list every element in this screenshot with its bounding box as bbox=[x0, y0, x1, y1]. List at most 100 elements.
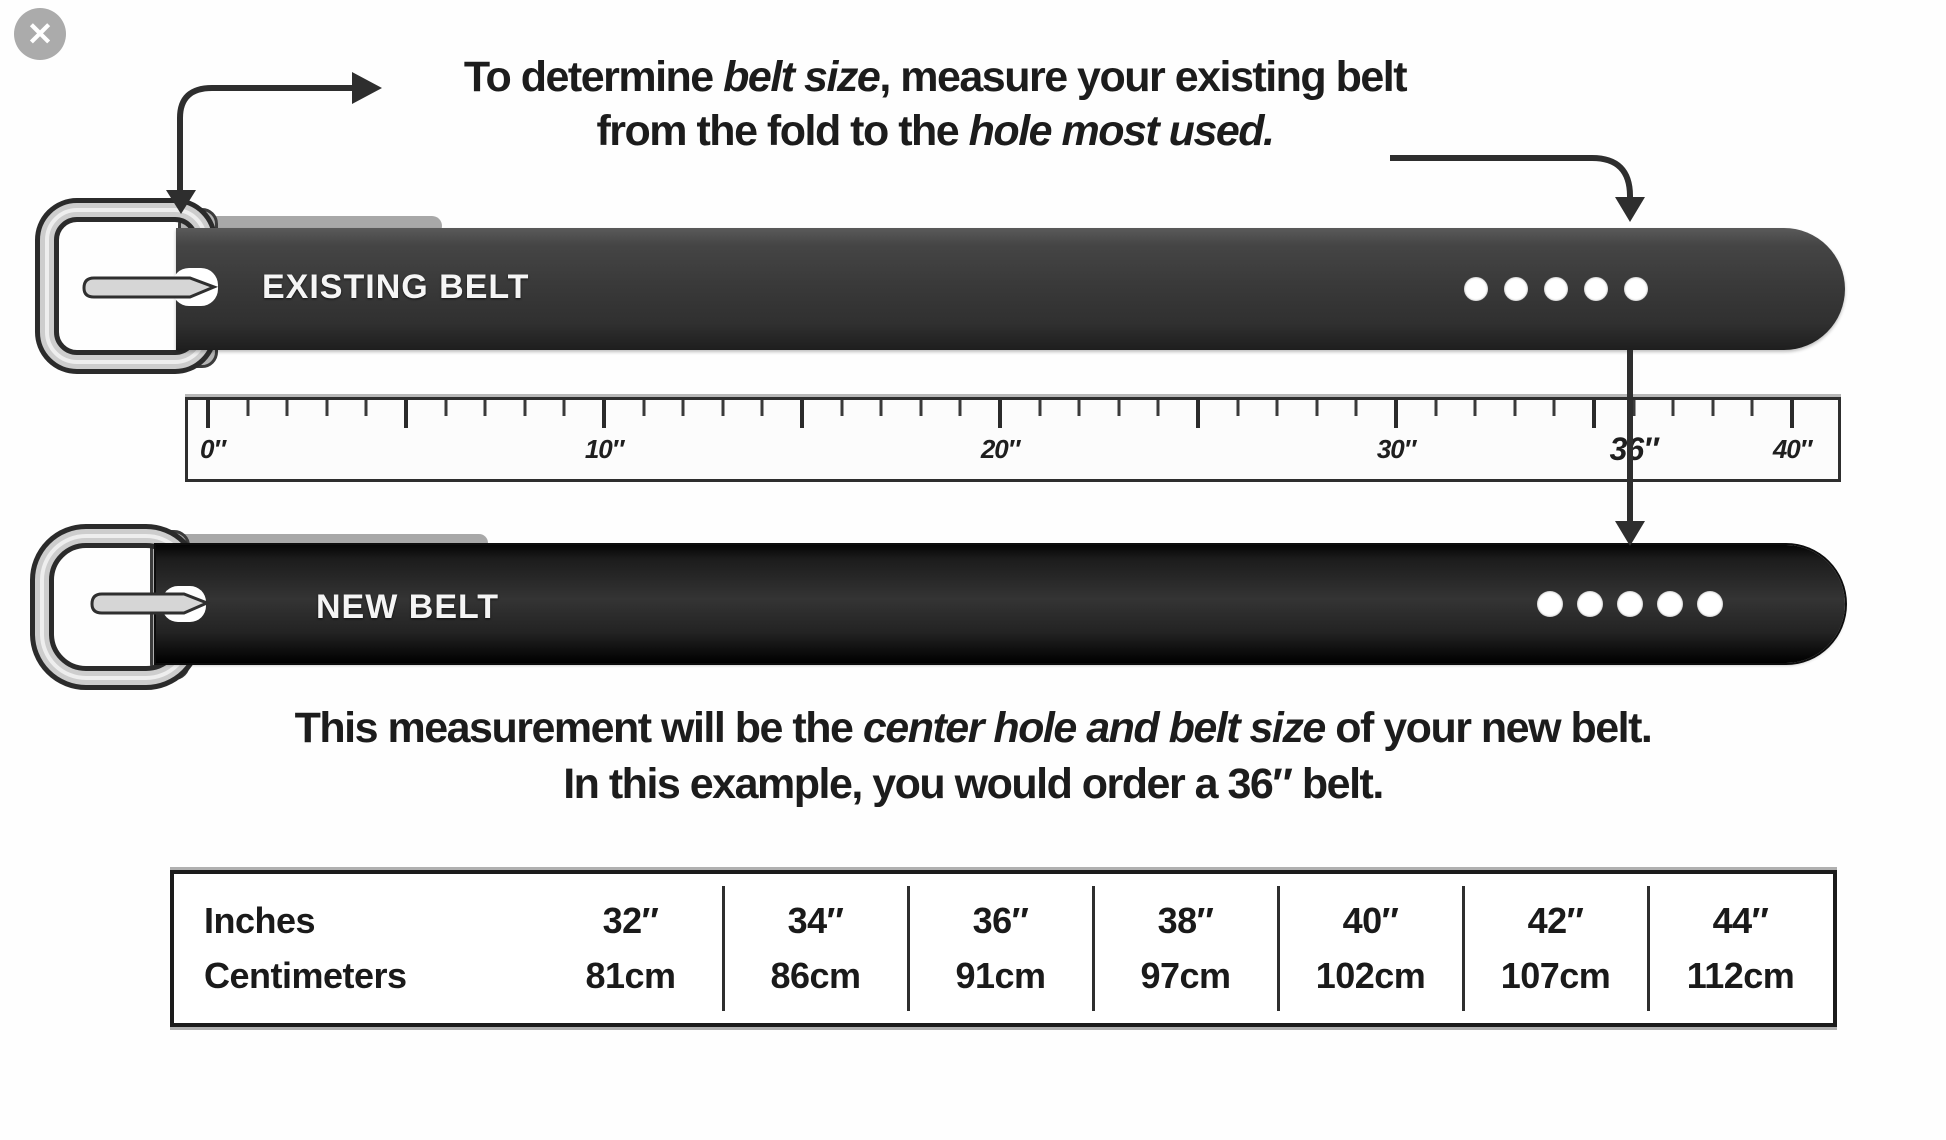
arrowhead-down-hole bbox=[1615, 197, 1645, 222]
ruler-tick bbox=[642, 400, 646, 416]
ruler-tick bbox=[404, 400, 408, 428]
ruler-tick bbox=[1632, 400, 1636, 416]
text-to-hole-arrow bbox=[1390, 155, 1633, 198]
bline1-pre: This measurement will be the bbox=[294, 704, 863, 752]
ruler-label-0: 0″ bbox=[200, 434, 226, 464]
size-inches-value: 36″ bbox=[972, 899, 1029, 941]
size-cm-value: 97cm bbox=[1140, 954, 1231, 996]
ruler-tick bbox=[840, 400, 844, 416]
size-table: Inches Centimeters 32″ 81cm 34″ 86cm 36″ 91cm… bbox=[170, 870, 1837, 1027]
existing-belt-holes bbox=[1464, 277, 1648, 301]
ruler-tick bbox=[562, 400, 566, 416]
top-instructions: To determine belt size, measure your exi… bbox=[0, 50, 1870, 158]
bottom-instruction-line1: This measurement will be the center hole… bbox=[0, 700, 1946, 756]
ruler-tick bbox=[1552, 400, 1556, 416]
belt-hole bbox=[1697, 591, 1723, 617]
size-cm-value: 112cm bbox=[1686, 954, 1795, 996]
ruler-tick bbox=[1077, 400, 1081, 416]
belt-hole bbox=[1577, 591, 1603, 617]
ruler-tick bbox=[1513, 400, 1517, 416]
belt-hole bbox=[1624, 277, 1648, 301]
ruler-tick bbox=[919, 400, 923, 416]
bline1-emphasis: center hole and belt size bbox=[862, 704, 1326, 752]
size-column: 42″ 107cm bbox=[1462, 874, 1648, 1023]
ruler-tick bbox=[1156, 400, 1160, 416]
belt-hole bbox=[1617, 591, 1643, 617]
size-cm-value: 107cm bbox=[1500, 954, 1611, 996]
ruler-tick bbox=[1117, 400, 1121, 416]
ruler-tick bbox=[1038, 400, 1042, 416]
ruler-tick bbox=[998, 400, 1002, 428]
size-table-row-labels: Inches Centimeters bbox=[174, 874, 538, 1023]
ruler-tick bbox=[444, 400, 448, 416]
belt-hole bbox=[1544, 277, 1568, 301]
line1-emphasis: belt size bbox=[723, 53, 881, 101]
ruler-tick bbox=[958, 400, 962, 416]
size-column: 34″ 86cm bbox=[722, 874, 908, 1023]
line2-pre: from the fold to the bbox=[596, 107, 969, 155]
ruler-label-20: 20″ bbox=[980, 434, 1020, 464]
size-column: 44″ 112cm bbox=[1647, 874, 1833, 1023]
ruler-tick bbox=[325, 400, 329, 416]
size-column: 38″ 97cm bbox=[1092, 874, 1278, 1023]
size-column: 40″ 102cm bbox=[1277, 874, 1463, 1023]
top-instruction-line1: To determine belt size, measure your exi… bbox=[0, 50, 1870, 104]
ruler-tick bbox=[1473, 400, 1477, 416]
arrowhead-down-newbelt bbox=[1615, 521, 1645, 546]
ruler-tick bbox=[483, 400, 487, 416]
ruler-tick bbox=[1592, 400, 1596, 428]
belt-hole bbox=[1657, 591, 1683, 617]
ruler-tick bbox=[1354, 400, 1358, 416]
existing-belt-label: EXISTING BELT bbox=[262, 268, 530, 306]
ruler: 0″ 10″ 20″ 30″ 36″ 40″ bbox=[185, 397, 1841, 482]
close-icon: ✕ bbox=[26, 16, 54, 52]
size-cm-value: 81cm bbox=[585, 954, 676, 996]
row-label-inches: Inches bbox=[204, 899, 316, 941]
ruler-tick bbox=[1790, 400, 1794, 428]
top-instruction-line2: from the fold to the hole most used. bbox=[0, 104, 1870, 158]
ruler-tick bbox=[879, 400, 883, 416]
size-inches-value: 44″ bbox=[1712, 899, 1769, 941]
ruler-tick bbox=[1236, 400, 1240, 416]
ruler-tick bbox=[364, 400, 368, 416]
belt-hole bbox=[1464, 277, 1488, 301]
line1-pre: To determine bbox=[463, 53, 724, 101]
ruler-tick bbox=[1711, 400, 1715, 416]
belt-hole bbox=[1537, 591, 1563, 617]
ruler-tick bbox=[760, 400, 764, 416]
close-button[interactable]: ✕ bbox=[14, 8, 66, 60]
ruler-tick bbox=[1315, 400, 1319, 416]
ruler-tick bbox=[721, 400, 725, 416]
ruler-tick bbox=[1275, 400, 1279, 416]
size-cm-value: 91cm bbox=[955, 954, 1046, 996]
bottom-instruction-line2: In this example, you would order a 36″ b… bbox=[563, 760, 1384, 808]
row-label-centimeters: Centimeters bbox=[204, 954, 407, 996]
bline1-post: of your new belt. bbox=[1324, 704, 1653, 752]
size-column: 32″ 81cm bbox=[538, 874, 723, 1023]
size-inches-value: 38″ bbox=[1157, 899, 1214, 941]
belt-hole bbox=[1504, 277, 1528, 301]
ruler-tick bbox=[285, 400, 289, 416]
size-inches-value: 32″ bbox=[602, 899, 659, 941]
ruler-tick bbox=[1750, 400, 1754, 416]
ruler-ticks: 0″ 10″ 20″ 30″ 36″ 40″ bbox=[188, 400, 1838, 479]
size-cm-value: 86cm bbox=[770, 954, 861, 996]
belt-hole bbox=[1584, 277, 1608, 301]
ruler-tick bbox=[1196, 400, 1200, 428]
ruler-tick bbox=[800, 400, 804, 428]
ruler-tick bbox=[1671, 400, 1675, 416]
ruler-label-30: 30″ bbox=[1376, 434, 1416, 464]
line2-emphasis: hole most used. bbox=[968, 107, 1275, 155]
new-belt-strap bbox=[156, 545, 1845, 663]
ruler-tick bbox=[681, 400, 685, 416]
ruler-tick bbox=[1434, 400, 1438, 416]
line1-post: , measure your existing belt bbox=[879, 53, 1407, 101]
ruler-label-10: 10″ bbox=[584, 434, 624, 464]
ruler-label-40: 40″ bbox=[1772, 434, 1812, 464]
size-cm-value: 102cm bbox=[1315, 954, 1426, 996]
size-inches-value: 42″ bbox=[1527, 899, 1584, 941]
ruler-tick bbox=[1394, 400, 1398, 428]
ruler-label-36: 36″ bbox=[1609, 431, 1659, 467]
size-column: 36″ 91cm bbox=[907, 874, 1093, 1023]
